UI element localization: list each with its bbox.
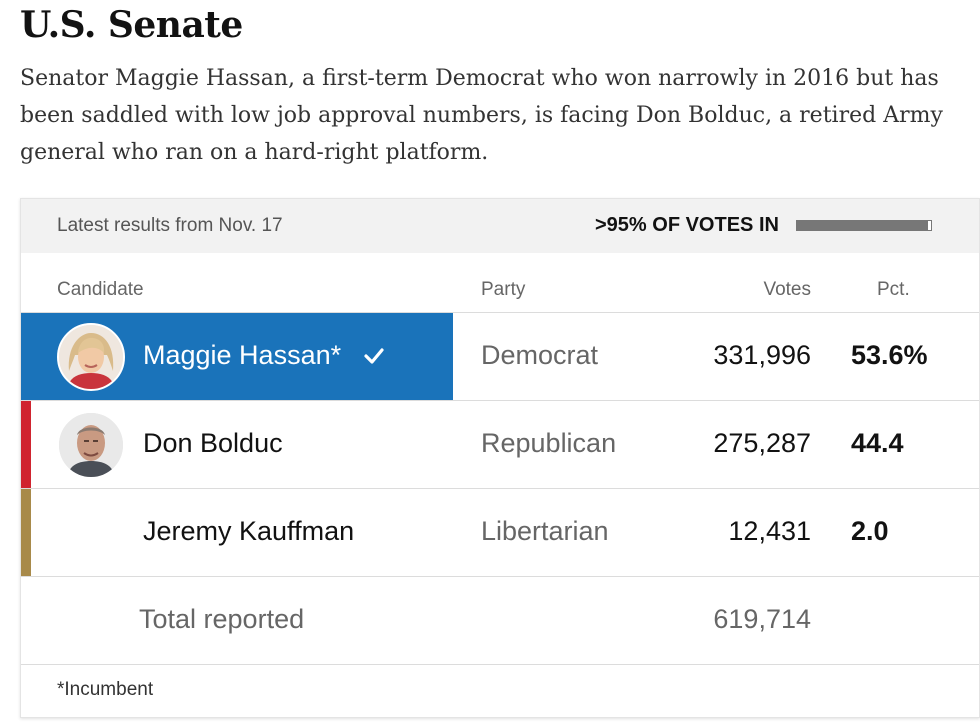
table-row: Maggie Hassan* Democrat 331,996 53.6%: [21, 312, 979, 401]
votes-reporting-label: >95% OF VOTES IN: [595, 214, 779, 236]
party-color-strip: [21, 401, 31, 489]
race-description: Senator Maggie Hassan, a first-term Demo…: [20, 66, 943, 165]
column-header-pct: Pct.: [877, 279, 910, 300]
reporting-progress-bar: [796, 220, 932, 231]
person-photo-icon: [59, 413, 123, 477]
table-row: Jeremy Kauffman Libertarian 12,431 2.0: [21, 488, 979, 577]
candidate-name: Don Bolduc: [143, 428, 283, 458]
latest-results-label: Latest results from Nov. 17: [57, 215, 283, 236]
person-photo-icon: [59, 325, 123, 389]
candidate-votes: 275,287: [713, 428, 811, 458]
column-header-votes: Votes: [763, 279, 811, 300]
footnote-row: *Incumbent: [21, 664, 979, 718]
party-color-strip: [21, 489, 31, 577]
column-header-party: Party: [481, 279, 526, 300]
column-header-candidate: Candidate: [57, 279, 144, 300]
winner-check-icon: [364, 348, 384, 364]
candidate-pct: 53.6%: [851, 340, 928, 370]
candidate-pct: 44.4: [851, 428, 904, 458]
candidate-name: Jeremy Kauffman: [143, 516, 355, 546]
candidate-party: Democrat: [481, 340, 599, 370]
candidate-party: Republican: [481, 428, 617, 458]
page-title: U.S. Senate: [20, 4, 243, 46]
candidate-votes: 331,996: [713, 340, 811, 370]
candidate-party: Libertarian: [481, 516, 609, 546]
total-row: Total reported 619,714: [21, 576, 979, 665]
results-header: Latest results from Nov. 17 >95% OF VOTE…: [21, 199, 979, 253]
incumbent-footnote: *Incumbent: [57, 679, 154, 700]
candidate-avatar: [57, 411, 125, 479]
candidate-name: Maggie Hassan*: [143, 340, 342, 370]
total-votes: 619,714: [713, 604, 811, 634]
candidate-avatar: [57, 323, 125, 391]
results-table: Latest results from Nov. 17 >95% OF VOTE…: [20, 198, 980, 718]
table-row: Don Bolduc Republican 275,287 44.4: [21, 400, 979, 489]
total-label: Total reported: [139, 604, 305, 634]
candidate-votes: 12,431: [728, 516, 811, 546]
candidate-pct: 2.0: [851, 516, 889, 546]
reporting-progress-fill: [797, 221, 929, 230]
